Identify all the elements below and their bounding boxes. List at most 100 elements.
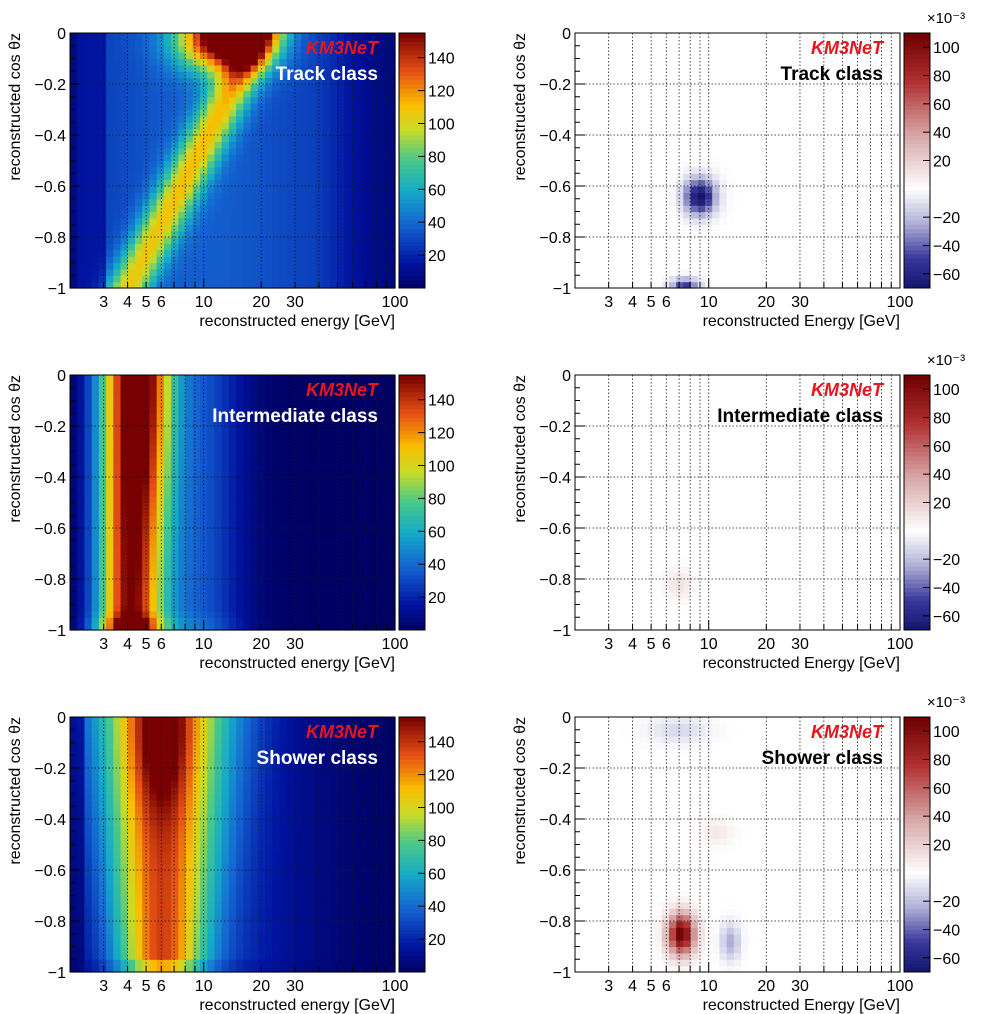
heatmap-cell: [358, 205, 367, 213]
heatmap-cell: [178, 598, 187, 606]
heatmap-cell: [647, 122, 656, 130]
heatmap-cell: [84, 566, 93, 574]
heatmap-cell: [575, 109, 583, 117]
heatmap-cell: [163, 211, 172, 219]
heatmap-cell: [214, 243, 223, 251]
heatmap-cell: [120, 470, 129, 478]
heatmap-cell: [878, 96, 887, 104]
heatmap-cell: [149, 217, 158, 225]
heatmap-cell: [358, 160, 367, 168]
heatmap-cell: [322, 77, 331, 85]
heatmap-cell: [849, 115, 858, 123]
heatmap-cell: [236, 508, 244, 516]
heatmap-cell: [120, 540, 129, 548]
heatmap-cell: [835, 135, 843, 142]
heatmap-cell: [91, 579, 100, 586]
heatmap-cell: [171, 186, 179, 193]
heatmap-cell: [221, 464, 230, 472]
heatmap-cell: [871, 45, 879, 53]
heatmap-cell: [676, 268, 684, 276]
heatmap-cell: [120, 617, 129, 625]
heatmap-cell: [871, 154, 879, 162]
heatmap-cell: [813, 243, 822, 251]
heatmap-cell: [286, 186, 295, 193]
heatmap-cell: [741, 230, 749, 238]
heatmap-cell: [70, 521, 78, 529]
heatmap-cell: [640, 122, 648, 130]
heatmap-cell: [163, 45, 172, 53]
heatmap-cell: [748, 103, 757, 111]
heatmap-cell: [286, 90, 295, 98]
heatmap-cell: [849, 217, 858, 225]
heatmap-cell: [820, 77, 829, 85]
heatmap-cell: [842, 128, 851, 136]
heatmap-cell: [98, 610, 107, 618]
heatmap-cell: [272, 160, 281, 168]
heatmap-cell: [98, 394, 107, 402]
heatmap-cell: [748, 141, 757, 149]
heatmap-cell: [243, 179, 252, 187]
heatmap-cell: [878, 103, 887, 111]
heatmap-cell: [337, 109, 346, 117]
heatmap-cell: [257, 534, 266, 542]
heatmap-cell: [330, 122, 338, 130]
heatmap-cell: [214, 205, 223, 213]
heatmap-cell: [98, 211, 107, 219]
heatmap-cell: [127, 598, 136, 606]
heatmap-cell: [683, 33, 692, 40]
heatmap-cell: [120, 394, 129, 402]
heatmap-cell: [892, 71, 901, 79]
heatmap-cell: [813, 281, 822, 289]
heatmap-cell: [228, 572, 237, 580]
heatmap-cell: [733, 224, 742, 232]
heatmap-cell: [171, 230, 179, 238]
heatmap-cell: [366, 103, 374, 111]
heatmap-cell: [878, 179, 887, 187]
heatmap-cell: [272, 224, 281, 232]
heatmap-cell: [308, 122, 317, 130]
heatmap-cell: [582, 230, 591, 238]
heatmap-cell: [589, 166, 598, 174]
heatmap-cell: [120, 489, 129, 497]
heatmap-cell: [640, 166, 648, 174]
heatmap-cell: [366, 64, 374, 72]
heatmap-cell: [596, 147, 605, 155]
heatmap-cell: [106, 438, 114, 446]
heatmap-cell: [842, 166, 851, 174]
heatmap-cell: [178, 249, 187, 257]
heatmap-cell: [741, 122, 749, 130]
heatmap-cell: [142, 572, 151, 580]
heatmap-cell: [293, 109, 302, 117]
heatmap-cell: [243, 211, 252, 219]
heatmap-cell: [243, 572, 252, 580]
heatmap-cell: [149, 400, 158, 408]
heatmap-cell: [373, 154, 382, 162]
heatmap-cell: [849, 109, 858, 117]
heatmap-cell: [719, 179, 728, 187]
heatmap-cell: [668, 109, 677, 117]
heatmap-cell: [156, 419, 165, 427]
heatmap-cell: [77, 553, 86, 561]
heatmap-cell: [214, 394, 223, 402]
heatmap-cell: [813, 211, 822, 219]
heatmap-cell: [589, 249, 598, 257]
heatmap-cell: [113, 489, 122, 497]
heatmap-cell: [192, 457, 201, 465]
heatmap-cell: [762, 217, 771, 225]
heatmap-cell: [373, 211, 382, 219]
heatmap-cell: [582, 39, 591, 47]
colorbar-swatch: [904, 88, 930, 93]
heatmap-cell: [185, 90, 194, 98]
heatmap-cell: [632, 154, 641, 162]
heatmap-cell: [84, 598, 93, 606]
heatmap-cell: [293, 128, 302, 136]
heatmap-cell: [683, 243, 692, 251]
heatmap-cell: [163, 547, 172, 555]
heatmap-cell: [98, 547, 107, 555]
class-label: Track class: [781, 64, 883, 85]
heatmap-cell: [149, 192, 158, 200]
heatmap-cell: [142, 559, 151, 567]
heatmap-cell: [120, 45, 129, 53]
heatmap-cell: [127, 394, 136, 402]
heatmap-cell: [322, 33, 331, 40]
